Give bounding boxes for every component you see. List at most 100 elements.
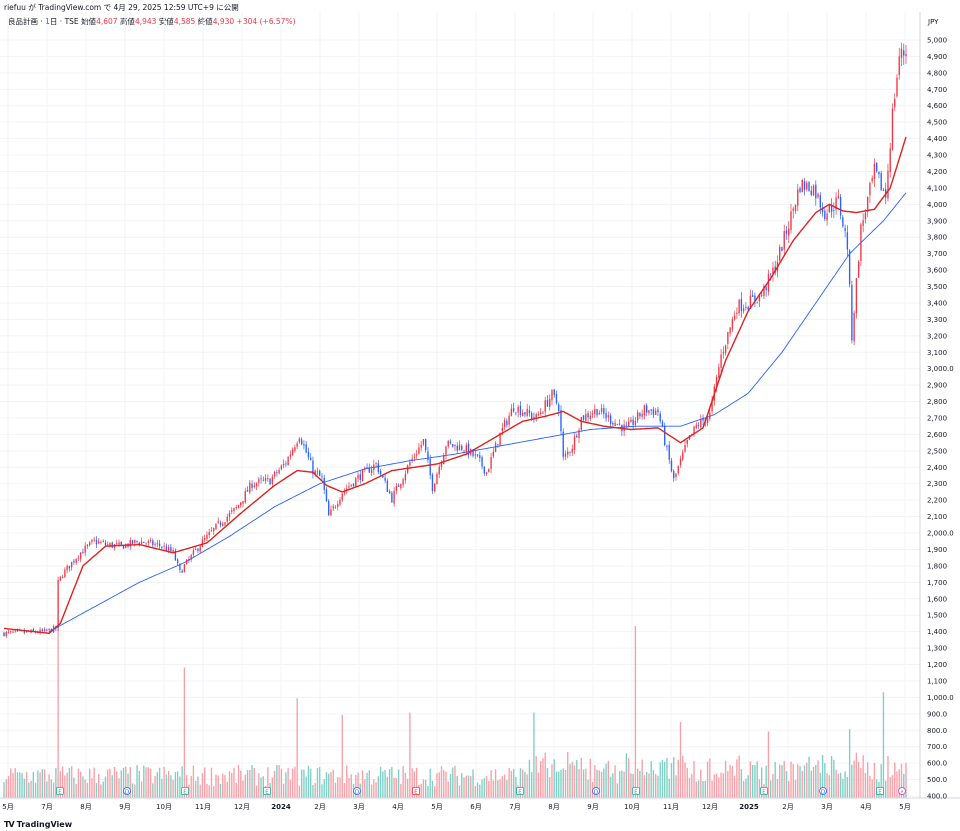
- volume-bar: [249, 770, 251, 798]
- volume-bar: [102, 781, 104, 798]
- candle-body: [747, 307, 749, 310]
- candle-body: [806, 182, 808, 190]
- price-tick-label: 2,800: [927, 398, 947, 406]
- brand-name: TradingView: [16, 820, 73, 829]
- volume-bar: [765, 765, 767, 798]
- volume-bar: [758, 779, 761, 798]
- candle-body: [634, 420, 637, 425]
- dividend-marker-icon: [819, 787, 827, 795]
- candle-body: [655, 410, 657, 415]
- price-tick-label: 4,500: [927, 119, 947, 127]
- volume-bar: [422, 779, 425, 798]
- volume-bar: [803, 765, 806, 798]
- volume-bar: [733, 775, 736, 798]
- volume-bar: [194, 780, 197, 798]
- candle-body: [898, 56, 900, 75]
- volume-bar: [127, 773, 129, 798]
- volume-bar: [438, 772, 440, 798]
- candle-body: [535, 413, 537, 420]
- candle-body: [558, 404, 560, 412]
- candle-body: [242, 501, 244, 504]
- volume-bar: [598, 770, 601, 798]
- volume-bar: [215, 774, 217, 798]
- candle-body: [86, 544, 89, 547]
- candle-body: [573, 436, 576, 450]
- volume-bar: [427, 786, 429, 798]
- low-value: 4,585: [173, 17, 196, 26]
- candle-body: [350, 484, 352, 486]
- candle-body: [161, 547, 163, 548]
- candle-body: [246, 489, 249, 492]
- volume-bar: [138, 770, 140, 798]
- candle-body: [562, 431, 564, 457]
- candle-body: [154, 544, 156, 545]
- earnings-marker-icon: [263, 787, 271, 795]
- marker-letter: E: [265, 790, 269, 796]
- symbol-title[interactable]: 良品計画 · 1日 · TSE: [8, 17, 79, 26]
- volume-bar: [891, 775, 894, 798]
- volume-bar: [558, 771, 560, 798]
- candle-body: [526, 408, 528, 417]
- volume-bar: [650, 761, 652, 798]
- volume-bar: [616, 783, 619, 798]
- volume-bar: [158, 767, 161, 798]
- candle-body: [172, 549, 174, 552]
- marker-letter: D: [125, 790, 129, 796]
- candle-body: [765, 287, 767, 291]
- volume-bar: [576, 760, 578, 798]
- price-tick-label: 1,800: [927, 562, 947, 570]
- candle-body: [156, 543, 159, 545]
- volume-bar: [499, 779, 501, 798]
- volume-bar: [682, 755, 684, 798]
- candle-body: [851, 284, 853, 341]
- candle-body: [337, 504, 339, 507]
- volume-bar: [28, 782, 30, 798]
- marker-letter: ⚡: [900, 789, 904, 796]
- candle-body: [48, 628, 50, 630]
- volume-bar: [39, 772, 41, 798]
- candle-body: [702, 417, 704, 421]
- volume-bar: [57, 620, 59, 798]
- time-tick-label: 10月: [624, 803, 640, 811]
- price-axis[interactable]: 5,000 4,900 4,800 4,700 4,600 4,500 4,400 4,300…: [927, 37, 954, 801]
- candle-body: [312, 460, 314, 475]
- volume-bar: [839, 772, 842, 798]
- candle-body: [213, 528, 215, 532]
- time-axis[interactable]: 5月 7月 8月 9月 10月 11月 12月 2024 2月 3月 4月 5月 6月 7月 8月 9月 10月…: [2, 803, 910, 811]
- candle-body: [770, 273, 772, 275]
- volume-bar: [490, 770, 492, 798]
- split-marker-icon: [898, 787, 906, 795]
- candle-body: [391, 492, 393, 503]
- volume-bar: [632, 773, 634, 798]
- earnings-marker-icon: [876, 787, 884, 795]
- brand-footer[interactable]: TV TradingView: [4, 820, 72, 829]
- candle-body: [866, 196, 869, 212]
- candle-body: [740, 298, 743, 311]
- candle-body: [386, 480, 389, 492]
- volume-bar: [111, 775, 113, 798]
- volume-bar: [896, 771, 898, 798]
- candle-body: [571, 448, 573, 453]
- candle-body: [415, 454, 418, 456]
- candle-body: [853, 312, 855, 342]
- volume-bar: [267, 767, 269, 798]
- volume-bar: [905, 762, 907, 798]
- candle-body: [3, 632, 5, 637]
- candle-body: [607, 415, 610, 418]
- volume-bar: [792, 764, 794, 798]
- candle-body: [903, 50, 905, 56]
- volume-bar: [393, 777, 395, 798]
- candle-body: [237, 504, 240, 509]
- volume-bar: [443, 770, 445, 798]
- volume-bar: [93, 767, 95, 798]
- volume-bar: [544, 752, 546, 798]
- volume-bar: [325, 772, 328, 798]
- candle-body: [501, 427, 504, 432]
- candles: [3, 42, 907, 639]
- candle-body: [149, 540, 152, 541]
- volume-bar: [240, 770, 242, 798]
- candle-body: [645, 405, 648, 413]
- volume-bar: [668, 778, 670, 798]
- volume-bar: [125, 766, 127, 798]
